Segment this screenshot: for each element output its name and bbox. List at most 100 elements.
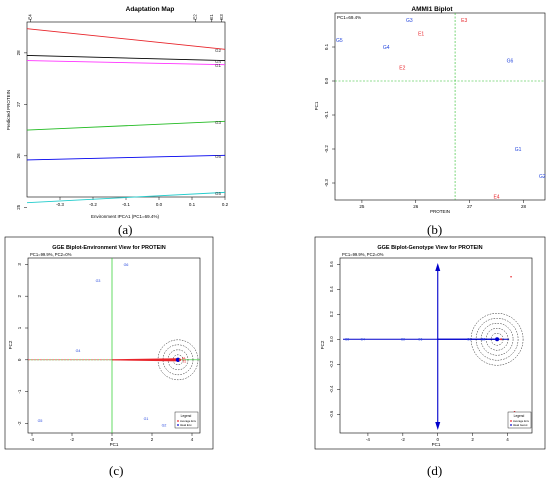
chart-c-title: GGE Biplot-Environment View for PROTEIN (52, 245, 166, 251)
chart-d-xlabel: PC1 (432, 442, 441, 447)
top-axis-label: E3 (219, 14, 224, 20)
environment-label-e3: E3 (183, 358, 187, 362)
y-tick-label: 1 (17, 326, 22, 329)
top-axis-label: E2 (192, 14, 197, 20)
chart-d-legend: Legend Average Env Ideal Genot (507, 411, 532, 429)
y-tick-label: -2 (17, 421, 22, 425)
chart-b-ylabel: PC1 (314, 101, 319, 110)
concentric-circle (470, 313, 524, 366)
chart-a-top-axis: E4 E2 E1 E3 (27, 14, 224, 22)
x-tick-label: -4 (366, 437, 370, 442)
y-tick-label: 0.2 (329, 311, 334, 317)
legend-ideal-genot-marker (510, 424, 512, 426)
y-tick-label: 0.1 (324, 43, 329, 50)
x-tick-label: 27 (467, 204, 473, 209)
series-line-g5 (26, 191, 226, 204)
point-label-g2: G2 (539, 174, 546, 180)
point-label-e2: E2 (399, 65, 405, 71)
y-tick-label: -0.6 (329, 410, 334, 418)
panel-a-adaptation-map: Adaptation Map E4 E2 E1 E3 -0.3 -0.2 -0.1 0.0 0… (6, 6, 229, 219)
series-label-g2: G2 (215, 48, 222, 53)
average-env-point (500, 338, 503, 341)
x-tick-label: -0.1 (122, 202, 130, 207)
y-tick-label: -0.1 (324, 111, 329, 119)
x-tick-label: -0.3 (56, 202, 64, 207)
chart-c-outer-frame (4, 236, 214, 450)
legend-average-env-marker (510, 420, 512, 422)
y-tick-label: 2 (17, 294, 22, 297)
y-tick-label: 25 (16, 204, 21, 210)
y-tick-label: 0.6 (329, 261, 334, 267)
point-label-g4: G4 (383, 45, 390, 51)
chart-c-frame (27, 257, 201, 434)
environment-point (510, 275, 512, 278)
chart-a-title: Adaptation Map (126, 6, 175, 13)
y-tick-label: 0.0 (324, 77, 329, 84)
top-axis-label: E1 (209, 14, 214, 20)
y-tick-label: -0.2 (324, 145, 329, 153)
chart-c-legend-title: Legend (181, 414, 192, 418)
chart-b-subtitle: PC1=69.4% (337, 15, 361, 20)
environment-label-e4: E4 (182, 356, 186, 360)
caption-c: (c) (109, 463, 124, 478)
chart-a-frame (26, 21, 226, 198)
series-line-g6 (26, 154, 226, 161)
chart-c-y-axis: -2 -1 0 1 2 3 (17, 263, 28, 425)
x-tick-label: 25 (359, 204, 365, 209)
chart-d-x-axis: -4 -2 0 2 4 (366, 433, 509, 442)
x-tick-label: 0.0 (156, 202, 163, 207)
point-label-g1: G1 (515, 147, 522, 153)
chart-d-subtitle: PC1=99.9%, PC2=0% (342, 252, 384, 257)
chart-d-y-axis: -0.6 -0.4 -0.2 0.0 0.2 0.4 0.6 (329, 261, 340, 418)
chart-d-frame (339, 257, 533, 434)
point-label-e4: E4 (493, 195, 499, 201)
chart-a-x-axis: -0.3 -0.2 -0.1 0.0 0.1 0.2 (56, 197, 229, 207)
chart-c-x-axis: -4 -2 0 2 4 (30, 433, 194, 442)
caption-a: (a) (118, 222, 133, 237)
concentric-circle (162, 344, 194, 376)
legend-average-env-marker (177, 420, 179, 422)
y-tick-label: 26 (16, 153, 21, 159)
chart-d-ylabel: PC2 (320, 340, 325, 349)
genotype-label-g6: G6 (418, 337, 422, 341)
series-line-g4 (26, 55, 226, 62)
genotype-label-g1: G1 (467, 337, 471, 341)
chart-b-title: AMMI1 Biplot (411, 6, 453, 13)
series-line-g1 (26, 60, 226, 66)
panel-c-gge-environment: GGE Biplot-Environment View for PROTEIN … (4, 236, 214, 450)
series-line-g2 (26, 28, 226, 50)
chart-c-xlabel: PC1 (110, 442, 119, 447)
series-label-g1: G1 (215, 63, 222, 68)
series-label-g4: G4 (215, 59, 222, 64)
concentric-circle (475, 318, 519, 361)
y-tick-label: 0 (17, 358, 22, 361)
x-tick-label: -4 (30, 437, 34, 442)
genotype-label-g1: G1 (144, 417, 149, 421)
arrow-head-up (435, 263, 441, 271)
chart-c-ylabel: PC2 (8, 340, 13, 349)
x-tick-label: 0 (436, 437, 439, 442)
chart-a-y-axis: 25 26 27 28 (16, 50, 27, 210)
chart-d-legend-title: Legend (514, 414, 525, 418)
genotype-label-g4: G4 (361, 337, 365, 341)
genotype-label-g4: G4 (76, 349, 81, 353)
caption-b: (b) (427, 222, 443, 237)
y-tick-label: 0.0 (329, 336, 334, 342)
x-tick-label: -2 (401, 437, 405, 442)
y-tick-label: -0.4 (329, 385, 334, 393)
ideal-env-point (175, 357, 181, 363)
chart-b-x-axis: 25 26 27 28 (359, 200, 526, 209)
caption-d: (d) (427, 463, 443, 478)
series-label-g3: G3 (215, 120, 222, 125)
x-tick-label: 28 (521, 204, 527, 209)
chart-b-frame (334, 12, 546, 201)
arrow-head-down (435, 422, 441, 430)
series-line-g3 (26, 120, 226, 131)
chart-d-content: G5 G4 G3 G6 G1 G2 (343, 263, 524, 430)
x-tick-label: -2 (70, 437, 74, 442)
chart-b-xlabel: PROTEIN (430, 209, 450, 214)
concentric-circle (480, 323, 514, 356)
genotype-label-g2: G2 (481, 337, 485, 341)
